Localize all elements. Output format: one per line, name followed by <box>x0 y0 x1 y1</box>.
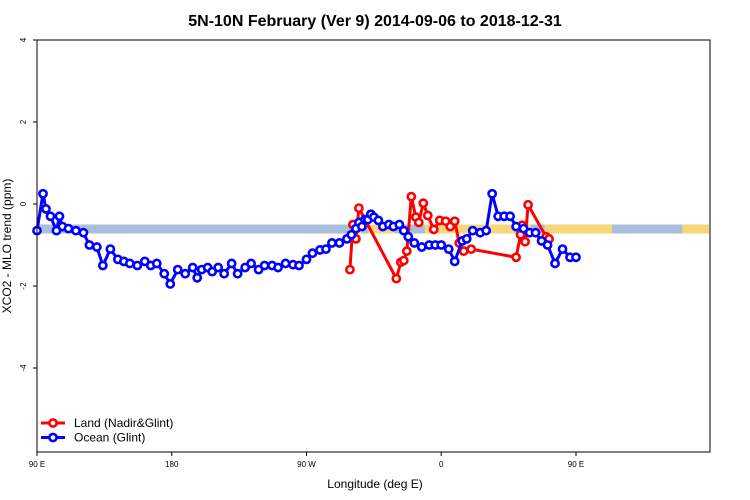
legend-label-0: Land (Nadir&Glint) <box>74 416 173 430</box>
series-0-point-4 <box>391 273 402 284</box>
series-1-point-86 <box>542 240 553 250</box>
series-1-point-31 <box>219 268 230 279</box>
series-1-point-30 <box>213 262 224 273</box>
series-layer <box>32 188 581 289</box>
series-1-point-1 <box>38 188 48 199</box>
x-tick-label-3: 0 <box>439 460 444 469</box>
series-1-point-63 <box>398 225 409 236</box>
y-tick-label-4: -4 <box>19 364 28 372</box>
series-1-point-2 <box>41 204 51 214</box>
series-1-point-66 <box>416 242 427 252</box>
series-1-point-73 <box>461 233 472 244</box>
legend: Land (Nadir&Glint)Ocean (Glint) <box>41 416 173 445</box>
x-axis-label: Longitude (deg E) <box>327 477 422 491</box>
x-tick-label-2: 90 W <box>297 460 316 469</box>
series-0-point-24 <box>520 236 530 247</box>
series-0-point-11 <box>418 198 429 209</box>
x-tick-label-4: 90 E <box>568 460 584 469</box>
legend-swatch-marker-0 <box>48 418 58 428</box>
series-1-point-43 <box>301 254 312 265</box>
series-1-point-50 <box>346 229 357 240</box>
y-tick-label-3: -2 <box>19 282 28 290</box>
series-1-point-25 <box>187 262 198 273</box>
series-1-point-23 <box>172 264 183 275</box>
series-0-point-21 <box>511 252 522 263</box>
series-1-point-88 <box>557 244 568 254</box>
series-1-point-80 <box>505 211 516 222</box>
series-0-point-25 <box>523 199 533 210</box>
y-tick-label-1: 2 <box>19 119 28 124</box>
series-1-point-70 <box>443 244 454 254</box>
series-1-point-13 <box>105 244 116 254</box>
series-1-point-40 <box>280 258 291 269</box>
series-1-point-10 <box>84 240 95 250</box>
series-1-point-3 <box>45 211 56 222</box>
series-1-point-44 <box>307 248 318 259</box>
series-0-point-20 <box>466 244 477 254</box>
axes: 90 E 180 90 W 0 90 E 4 2 0 -2 -4 <box>19 37 584 469</box>
series-1-point-26 <box>192 272 203 283</box>
series-0-point-3 <box>354 203 364 213</box>
series-1-point-65 <box>409 238 420 248</box>
series-0-point-7 <box>401 246 412 257</box>
series-1-point-84 <box>530 227 541 238</box>
series-1-point-76 <box>481 225 492 236</box>
series-1-point-24 <box>180 268 191 279</box>
series-line-1 <box>35 192 576 286</box>
series-1-point-11 <box>91 242 102 252</box>
series-1-point-33 <box>232 268 243 279</box>
series-1-point-48 <box>334 238 345 248</box>
series-0-point-6 <box>398 255 409 266</box>
series-1-point-9 <box>78 227 89 238</box>
series-1-point-16 <box>124 258 135 269</box>
series-0-point-0 <box>345 264 355 275</box>
series-1-point-39 <box>273 262 283 273</box>
land-band-segment-5 <box>682 224 709 234</box>
series-1 <box>32 188 581 289</box>
chart-title: 5N-10N February (Ver 9) 2014-09-06 to 20… <box>188 13 562 30</box>
series-1-point-22 <box>165 279 176 289</box>
series-1-point-71 <box>449 256 460 267</box>
series-1-point-42 <box>294 260 304 271</box>
series-1-point-37 <box>259 260 270 271</box>
land-ocean-band <box>38 224 709 234</box>
y-axis-label: XCO2 - MLO trend (ppm) <box>0 179 14 314</box>
series-1-point-81 <box>511 221 522 232</box>
series-0-point-17 <box>449 216 460 227</box>
series-1-point-90 <box>571 252 581 263</box>
y-tick-label-2: 0 <box>19 201 28 206</box>
series-1-point-8 <box>71 225 81 236</box>
series-1-point-64 <box>403 231 414 242</box>
series-1-point-87 <box>550 258 560 269</box>
series-1-point-35 <box>246 258 257 269</box>
y-tick-label-0: 4 <box>19 37 28 42</box>
series-1-point-17 <box>132 260 143 271</box>
series-0-point-13 <box>428 224 439 235</box>
series-1-point-74 <box>467 225 478 236</box>
series-0-point-8 <box>406 191 417 202</box>
legend-swatch-marker-1 <box>48 432 58 443</box>
series-0-point-10 <box>413 217 424 228</box>
series-1-point-69 <box>436 240 447 250</box>
series-1-point-21 <box>159 268 170 279</box>
x-tick-label-0: 90 E <box>29 460 45 469</box>
series-1-point-12 <box>97 260 108 271</box>
series-1-point-7 <box>63 223 74 234</box>
series-1-point-47 <box>327 238 337 248</box>
series-1-point-58 <box>373 215 384 226</box>
x-tick-label-1: 180 <box>165 460 179 469</box>
series-1-point-62 <box>394 219 405 230</box>
series-0-point-12 <box>422 210 433 221</box>
legend-label-1: Ocean (Glint) <box>74 431 145 445</box>
series-1-point-32 <box>226 258 237 269</box>
series-1-point-46 <box>321 244 331 254</box>
plot-frame <box>36 39 711 453</box>
series-1-point-20 <box>151 258 162 269</box>
land-band-segment-4 <box>544 224 612 234</box>
series-1-point-5 <box>54 211 65 222</box>
series-0-point-19 <box>458 246 469 257</box>
series-1-point-77 <box>487 188 498 199</box>
series-0 <box>345 191 554 284</box>
